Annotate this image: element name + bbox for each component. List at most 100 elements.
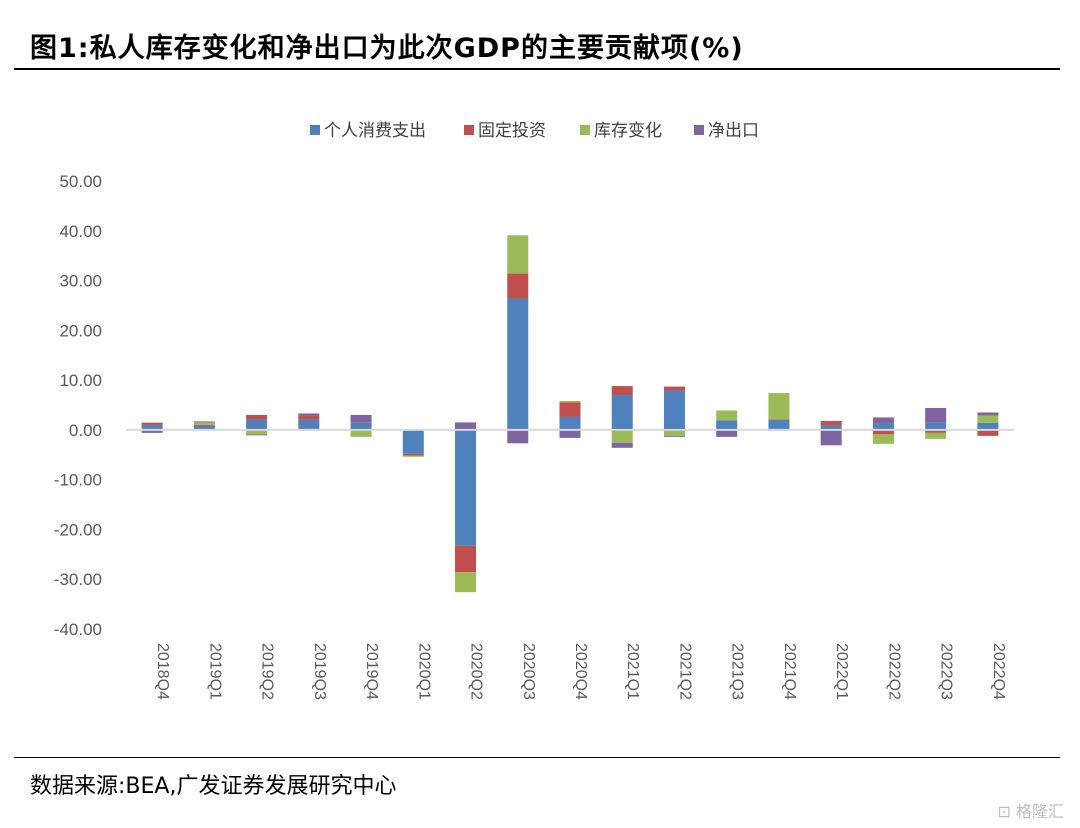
bar-segment (977, 429, 999, 436)
y-tick-label: 0.00 (69, 421, 102, 440)
legend-swatch (580, 125, 590, 135)
bar-segment (768, 419, 790, 420)
bar-segment (455, 545, 477, 573)
legend-swatch (464, 125, 474, 135)
bar-segment (872, 429, 894, 435)
bar-segment (507, 429, 529, 444)
x-tick-label: 2018Q4 (154, 643, 171, 700)
x-tick-label: 2019Q2 (259, 643, 276, 700)
bar-segment (455, 429, 477, 546)
bar-segment (298, 419, 320, 430)
bar-segment (350, 422, 372, 423)
bar-segment (350, 429, 372, 437)
bar-segment (507, 298, 529, 430)
x-tick-label: 2021Q2 (676, 643, 693, 700)
legend-label: 个人消费支出 (324, 121, 426, 141)
bar-segment (298, 415, 320, 420)
bar-segment (455, 572, 477, 593)
x-tick-label: 2020Q1 (415, 643, 432, 700)
bar-segment (925, 429, 947, 433)
footer-rule (14, 757, 1060, 758)
y-tick-label: -10.00 (54, 471, 102, 490)
x-tick-label: 2019Q3 (311, 643, 328, 700)
y-axis: 50.00 40.00 30.00 20.00 10.00 0.00 -10.00 -20.0… (54, 172, 102, 639)
x-tick-label: 2022Q2 (885, 643, 902, 700)
x-tick-label: 2019Q4 (363, 643, 380, 700)
title-rule (14, 68, 1060, 70)
bar-segment (663, 429, 685, 436)
bar-segment (925, 432, 947, 439)
bar-segment (820, 420, 842, 426)
bar-segment (611, 395, 633, 430)
bar-series (141, 235, 999, 593)
bar-segment (298, 413, 320, 416)
watermark: ⊡ 格隆汇 (997, 798, 1064, 822)
x-tick-label: 2019Q1 (206, 643, 223, 700)
bar-segment (402, 429, 424, 454)
y-tick-label: 10.00 (59, 371, 102, 390)
x-tick-label: 2021Q1 (624, 643, 641, 700)
watermark-icon: ⊡ (997, 802, 1016, 821)
bar-segment (246, 429, 268, 435)
chart-legend: 个人消费支出 固定投资 库存变化 净出口 (310, 121, 759, 141)
bar-segment (455, 422, 477, 430)
bar-segment (820, 425, 842, 430)
bar-segment (246, 434, 268, 436)
bar-segment (193, 425, 215, 430)
bar-segment (141, 424, 163, 430)
bar-segment (716, 420, 738, 430)
legend-swatch (694, 125, 704, 135)
bar-segment (507, 235, 529, 274)
bar-segment (193, 422, 215, 425)
bar-segment (559, 429, 581, 438)
x-tick-label: 2021Q4 (781, 643, 798, 700)
bar-segment (559, 401, 581, 403)
bar-segment (872, 417, 894, 424)
x-tick-label: 2020Q3 (520, 643, 537, 700)
x-tick-label: 2021Q3 (729, 643, 746, 700)
bar-segment (507, 273, 529, 299)
bar-segment (246, 414, 268, 420)
x-tick-label: 2020Q2 (468, 643, 485, 700)
legend-swatch (310, 125, 320, 135)
bar-segment (925, 422, 947, 430)
watermark-text: 格隆汇 (1015, 802, 1064, 821)
bar-segment (141, 422, 163, 425)
legend-label: 库存变化 (594, 121, 662, 141)
bar-segment (820, 429, 842, 446)
bar-segment (768, 393, 790, 420)
bar-segment (193, 421, 215, 423)
legend-label: 固定投资 (478, 121, 546, 141)
x-tick-label: 2022Q4 (990, 643, 1007, 700)
bar-segment (768, 419, 790, 430)
bar-segment (925, 407, 947, 423)
bar-segment (611, 429, 633, 443)
bar-segment (872, 434, 894, 444)
bar-segment (611, 442, 633, 448)
bar-segment (663, 390, 685, 430)
bar-segment (350, 422, 372, 430)
bar-segment (350, 414, 372, 423)
bar-segment (977, 415, 999, 423)
bar-segment (141, 429, 163, 433)
x-axis: 2018Q4 2019Q1 2019Q2 2019Q3 2019Q4 2020Q1 2020… (154, 643, 1007, 700)
bar-segment (559, 416, 581, 430)
bar-segment (872, 423, 894, 430)
bar-segment (716, 410, 738, 421)
y-tick-label: 50.00 (59, 172, 102, 191)
bar-segment (402, 455, 424, 457)
y-tick-label: 40.00 (59, 222, 102, 241)
x-tick-label: 2020Q4 (572, 643, 589, 700)
bar-segment (611, 386, 633, 396)
legend-label: 净出口 (708, 121, 759, 141)
bar-segment (977, 422, 999, 430)
y-tick-label: 20.00 (59, 321, 102, 340)
x-tick-label: 2022Q3 (938, 643, 955, 700)
x-tick-label: 2022Q1 (833, 643, 850, 700)
y-tick-label: -20.00 (54, 520, 102, 539)
bar-segment (663, 386, 685, 391)
y-tick-label: 30.00 (59, 272, 102, 291)
bar-segment (193, 424, 215, 426)
stacked-bar-chart: 个人消费支出 固定投资 库存变化 净出口 50.00 40.00 30.00 20.00 10… (54, 121, 1014, 700)
bar-segment (716, 430, 738, 437)
